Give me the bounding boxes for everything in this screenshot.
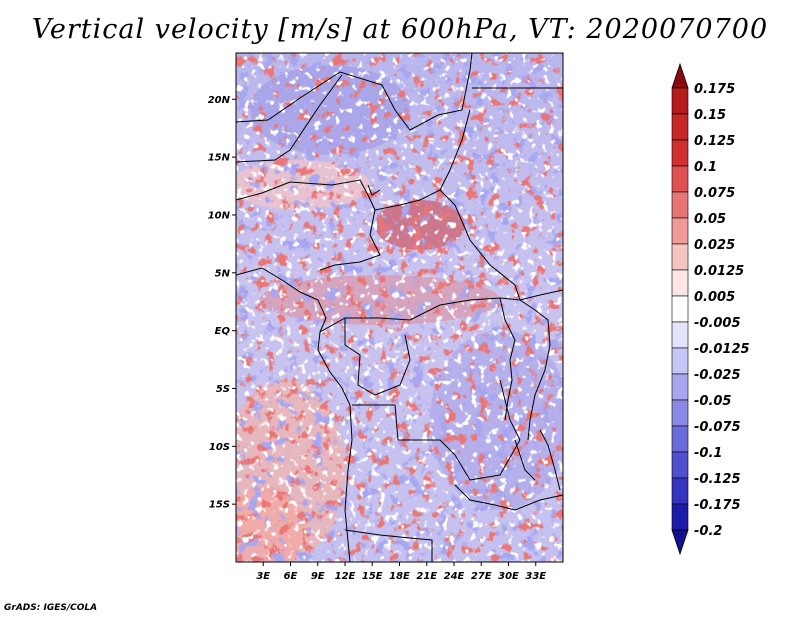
- great-lakes-west: [499, 297, 516, 421]
- colorbar-label: -0.0125: [694, 342, 750, 357]
- lon-tick-label: 21E: [416, 571, 437, 582]
- colorbar-top-cap: [671, 62, 689, 89]
- texture-neutral: [236, 53, 563, 562]
- lat-tick-label: 5S: [216, 384, 230, 395]
- lat-tick-label: 15N: [208, 153, 231, 164]
- chart-title: Vertical velocity [m/s] at 600hPa, VT: 2…: [31, 14, 769, 45]
- colorbar-swatch: [671, 217, 689, 245]
- lake-malawi-shore: [539, 429, 561, 491]
- lat-tick-label: 15S: [209, 500, 230, 511]
- colorbar-swatch: [671, 87, 689, 115]
- lat-tick-label: 10N: [208, 210, 231, 221]
- border-sudan: [439, 109, 471, 191]
- lon-tick-label: 6E: [284, 571, 298, 582]
- lon-tick-label: 18E: [389, 571, 410, 582]
- border-northwest: [236, 74, 343, 163]
- colorbar-swatch: [671, 503, 689, 531]
- border-zambia: [454, 484, 563, 511]
- lon-tick-label: 15E: [362, 571, 383, 582]
- grads-credit: GrADS: IGES/COLA: [4, 603, 98, 613]
- lat-tick-label: 10S: [209, 442, 230, 453]
- lat-tick-label: 5N: [215, 268, 231, 279]
- border-central: [374, 189, 521, 301]
- political-boundaries: [236, 53, 563, 562]
- coastline-west: [236, 267, 353, 562]
- colorbar-bottom-cap: [671, 529, 689, 556]
- border-south: [344, 529, 433, 562]
- border-equatorial: [319, 289, 563, 333]
- lon-tick-label: 9E: [311, 571, 325, 582]
- colorbar-swatch: [671, 425, 689, 453]
- colorbar-swatch: [671, 373, 689, 401]
- lon-tick-label: 12E: [335, 571, 356, 582]
- colorbar-swatch: [671, 113, 689, 141]
- border-north: [236, 53, 473, 131]
- lon-tick-label: 30E: [498, 571, 519, 582]
- colorbar-label: -0.175: [694, 498, 741, 513]
- colorbar-swatch: [671, 295, 689, 323]
- colorbar-label: -0.2: [694, 524, 722, 539]
- lake-chad: [367, 184, 381, 196]
- colorbar-label: 0.15: [694, 108, 726, 123]
- colorbar-swatch: [671, 451, 689, 479]
- colorbar-label: 0.025: [694, 238, 735, 253]
- lon-tick-label: 3E: [256, 571, 270, 582]
- colorbar-label: 0.1: [694, 160, 717, 175]
- lat-tick-label: EQ: [215, 326, 231, 337]
- colorbar-label: -0.025: [694, 368, 741, 383]
- great-lakes-east: [519, 299, 551, 441]
- colorbar-label: -0.005: [694, 316, 741, 331]
- colorbar-label: -0.125: [694, 472, 741, 487]
- colorbar-swatch: [671, 243, 689, 271]
- colorbar-label: 0.05: [694, 212, 726, 227]
- colorbar-swatch: [671, 321, 689, 349]
- colorbar-label: -0.05: [694, 394, 731, 409]
- colorbar-label: 0.075: [694, 186, 735, 201]
- lon-tick-label: 24E: [444, 571, 465, 582]
- lat-tick-label: 20N: [208, 95, 231, 106]
- colorbar-label: 0.125: [694, 134, 735, 149]
- vertical-velocity-map: [236, 53, 563, 562]
- lake-tanganyika-shore: [514, 439, 536, 481]
- lon-tick-label: 27E: [471, 571, 492, 582]
- colorbar-swatch: [671, 269, 689, 297]
- colorbar-swatch: [671, 165, 689, 193]
- colorbar-label: 0.005: [694, 290, 735, 305]
- longitude-axis: 3E 6E 9E 12E 15E 18E 21E 24E 27E 30E 33E: [256, 562, 546, 582]
- colorbar-swatch: [671, 399, 689, 427]
- colorbar-swatch: [671, 347, 689, 375]
- latitude-axis: 20N 15N 10N 5N EQ 5S 10S 15S: [208, 95, 236, 511]
- colorbar-swatch: [671, 191, 689, 219]
- colorbar-label: 0.175: [694, 82, 735, 97]
- colorbar-swatch: [671, 139, 689, 167]
- colorbar-label: 0.0125: [694, 264, 744, 279]
- border-west-africa: [236, 179, 381, 271]
- border-drc-south: [352, 379, 521, 481]
- colorbar: 0.175 0.15 0.125 0.1 0.075 0.05 0.025 0.0125 0.0…: [671, 62, 750, 556]
- colorbar-label: -0.1: [694, 446, 722, 461]
- colorbar-swatch: [671, 477, 689, 505]
- lon-tick-label: 33E: [525, 571, 546, 582]
- border-congo: [344, 318, 411, 396]
- colorbar-label: -0.075: [694, 420, 741, 435]
